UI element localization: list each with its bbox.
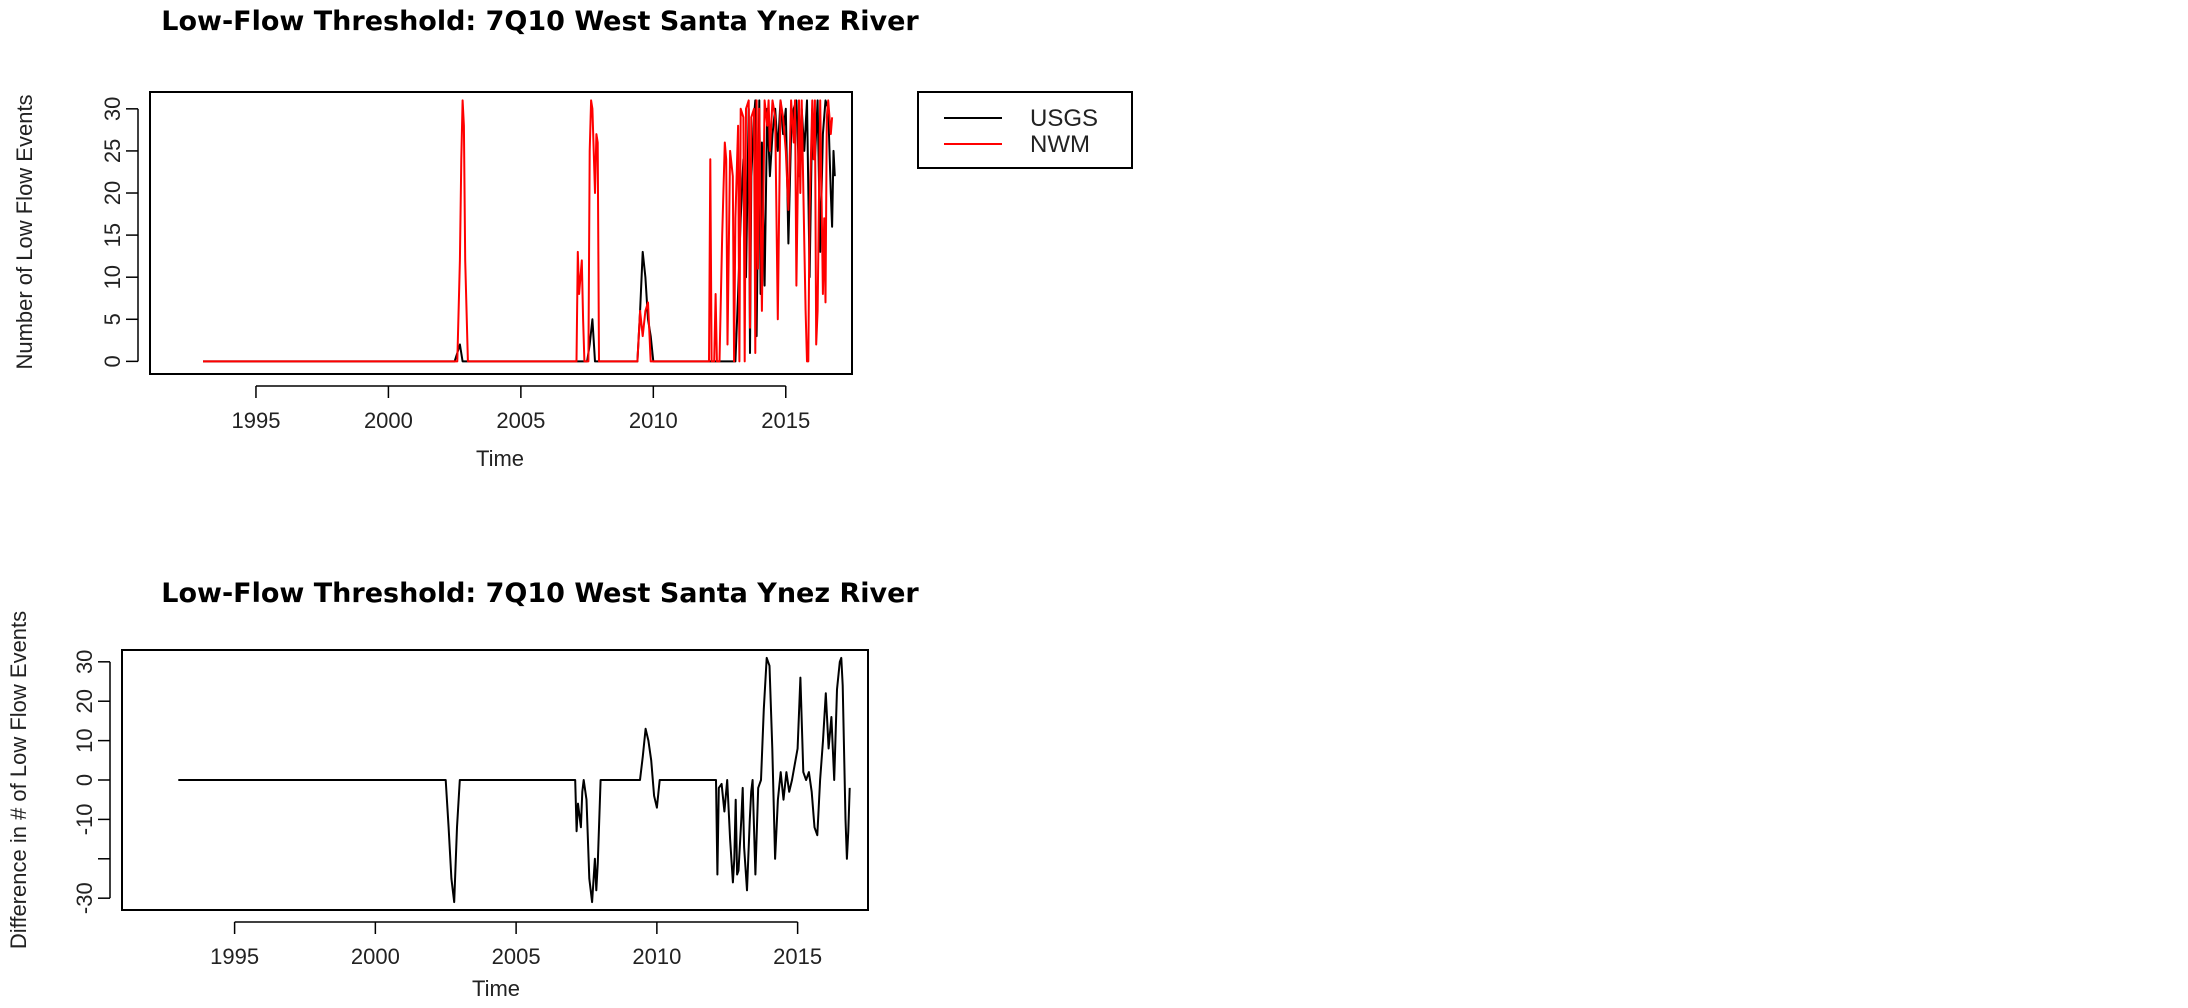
chart-bottom-x-axis: 1995 2000 2005 2010 2015 bbox=[210, 921, 822, 969]
chart-bottom-y-label: Difference in # of Low Flow Events bbox=[6, 611, 31, 949]
y-tick-label: 30 bbox=[72, 650, 97, 674]
legend-box bbox=[917, 91, 1133, 169]
x-tick-label: 2005 bbox=[492, 944, 541, 969]
x-tick-label: 1995 bbox=[231, 408, 280, 433]
y-tick-label: 0 bbox=[100, 355, 125, 367]
chart-top-x-axis: 1995 2000 2005 2010 2015 bbox=[231, 385, 810, 433]
y-tick-label: 10 bbox=[100, 265, 125, 289]
chart-top: Low-Flow Threshold: 7Q10 West Santa Ynez… bbox=[12, 6, 1133, 471]
y-tick-label: 5 bbox=[100, 313, 125, 325]
y-tick-label: -30 bbox=[72, 882, 97, 914]
y-tick-label: 25 bbox=[100, 139, 125, 163]
y-tick-label: 0 bbox=[72, 774, 97, 786]
chart-top-x-label: Time bbox=[476, 446, 524, 471]
series-line-difference bbox=[178, 656, 851, 904]
chart-top-title: Low-Flow Threshold: 7Q10 West Santa Ynez… bbox=[161, 6, 919, 37]
x-tick-label: 2005 bbox=[496, 408, 545, 433]
legend-label-nwm: NWM bbox=[1030, 131, 1090, 158]
chart-bottom: Low-Flow Threshold: 7Q10 West Santa Ynez… bbox=[6, 578, 919, 1001]
y-tick-label: 20 bbox=[100, 181, 125, 205]
y-tick-label: 10 bbox=[72, 728, 97, 752]
chart-top-legend: USGS NWM bbox=[917, 91, 1133, 169]
x-tick-label: 2010 bbox=[629, 408, 678, 433]
x-tick-label: 2000 bbox=[364, 408, 413, 433]
x-tick-label: 2015 bbox=[761, 408, 810, 433]
y-tick-label: -10 bbox=[72, 803, 97, 835]
x-tick-label: 2000 bbox=[351, 944, 400, 969]
series-line-nwm bbox=[203, 99, 834, 363]
chart-top-plot-frame bbox=[149, 91, 853, 375]
chart-bottom-x-label: Time bbox=[472, 976, 520, 1001]
y-tick-label: 30 bbox=[100, 97, 125, 121]
chart-top-y-label: Number of Low Flow Events bbox=[12, 94, 37, 369]
chart-top-series bbox=[203, 99, 836, 363]
chart-bottom-y-axis: -30 -10 0 10 20 30 bbox=[72, 650, 111, 914]
y-tick-label: 15 bbox=[100, 223, 125, 247]
y-tick-label: 20 bbox=[72, 689, 97, 713]
chart-bottom-series bbox=[178, 656, 851, 904]
chart-bottom-plot-frame bbox=[121, 649, 869, 911]
legend-label-usgs: USGS bbox=[1030, 105, 1098, 132]
chart-bottom-title: Low-Flow Threshold: 7Q10 West Santa Ynez… bbox=[161, 578, 919, 609]
x-tick-label: 1995 bbox=[210, 944, 259, 969]
x-tick-label: 2015 bbox=[773, 944, 822, 969]
x-tick-label: 2010 bbox=[632, 944, 681, 969]
chart-top-y-axis: 0 5 10 15 20 25 30 bbox=[100, 97, 139, 367]
